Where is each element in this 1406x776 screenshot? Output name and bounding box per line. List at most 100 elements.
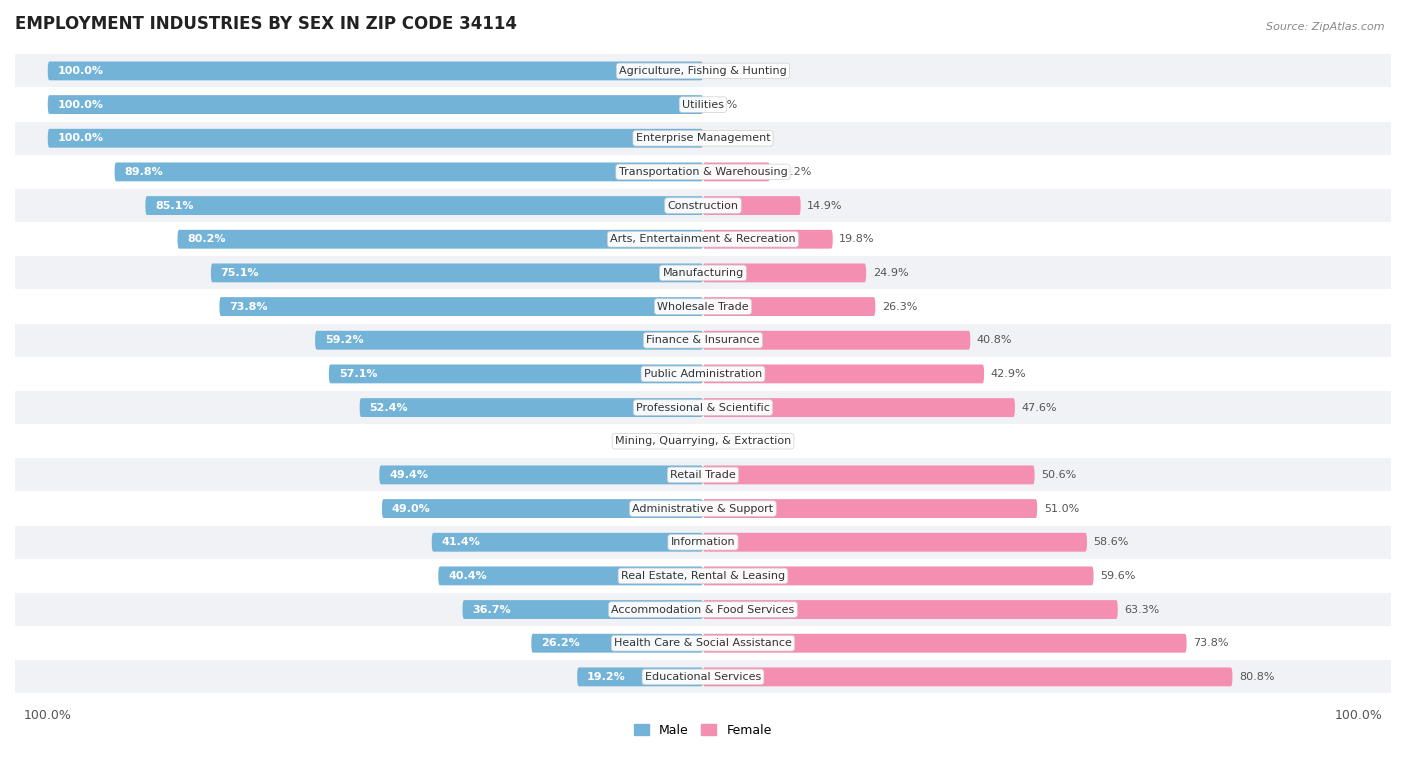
FancyBboxPatch shape [703, 634, 1187, 653]
Bar [15, 324, 1391, 357]
Text: Retail Trade: Retail Trade [671, 470, 735, 480]
Text: 0.0%: 0.0% [710, 133, 738, 144]
Text: Construction: Construction [668, 200, 738, 210]
Text: 89.8%: 89.8% [124, 167, 163, 177]
Text: 85.1%: 85.1% [155, 200, 194, 210]
FancyBboxPatch shape [219, 297, 703, 316]
Bar [15, 358, 1391, 390]
Text: 36.7%: 36.7% [472, 605, 510, 615]
Text: 47.6%: 47.6% [1021, 403, 1057, 413]
Text: 0.0%: 0.0% [710, 99, 738, 109]
Text: 24.9%: 24.9% [873, 268, 908, 278]
FancyBboxPatch shape [48, 129, 703, 147]
Text: 73.8%: 73.8% [1194, 638, 1229, 648]
Text: Health Care & Social Assistance: Health Care & Social Assistance [614, 638, 792, 648]
Bar [15, 290, 1391, 323]
Text: Wholesale Trade: Wholesale Trade [657, 302, 749, 312]
Text: Enterprise Management: Enterprise Management [636, 133, 770, 144]
Text: Mining, Quarrying, & Extraction: Mining, Quarrying, & Extraction [614, 436, 792, 446]
Text: Source: ZipAtlas.com: Source: ZipAtlas.com [1267, 22, 1385, 32]
FancyBboxPatch shape [703, 162, 770, 182]
Bar [15, 660, 1391, 694]
Text: 19.2%: 19.2% [588, 672, 626, 682]
Bar [15, 88, 1391, 121]
Text: 49.4%: 49.4% [389, 470, 429, 480]
FancyBboxPatch shape [703, 600, 1118, 619]
Bar [15, 256, 1391, 289]
FancyBboxPatch shape [329, 365, 703, 383]
Text: 49.0%: 49.0% [392, 504, 430, 514]
FancyBboxPatch shape [703, 331, 970, 350]
Text: 50.6%: 50.6% [1040, 470, 1077, 480]
Text: Administrative & Support: Administrative & Support [633, 504, 773, 514]
FancyBboxPatch shape [531, 634, 703, 653]
Text: 26.2%: 26.2% [541, 638, 579, 648]
Text: 10.2%: 10.2% [776, 167, 811, 177]
Bar [15, 155, 1391, 189]
FancyBboxPatch shape [703, 365, 984, 383]
Text: 59.6%: 59.6% [1099, 571, 1136, 581]
Text: Public Administration: Public Administration [644, 369, 762, 379]
FancyBboxPatch shape [703, 566, 1094, 585]
FancyBboxPatch shape [578, 667, 703, 686]
FancyBboxPatch shape [145, 196, 703, 215]
FancyBboxPatch shape [177, 230, 703, 248]
Bar [15, 424, 1391, 458]
Text: 0.0%: 0.0% [668, 436, 696, 446]
Text: 63.3%: 63.3% [1125, 605, 1160, 615]
Text: Manufacturing: Manufacturing [662, 268, 744, 278]
Text: Agriculture, Fishing & Hunting: Agriculture, Fishing & Hunting [619, 66, 787, 76]
Text: Information: Information [671, 537, 735, 547]
Text: 41.4%: 41.4% [441, 537, 481, 547]
FancyBboxPatch shape [432, 533, 703, 552]
Text: Accommodation & Food Services: Accommodation & Food Services [612, 605, 794, 615]
Text: Transportation & Warehousing: Transportation & Warehousing [619, 167, 787, 177]
Bar [15, 223, 1391, 256]
FancyBboxPatch shape [439, 566, 703, 585]
Bar [15, 122, 1391, 154]
FancyBboxPatch shape [360, 398, 703, 417]
Text: 14.9%: 14.9% [807, 200, 842, 210]
Text: 73.8%: 73.8% [229, 302, 267, 312]
Text: Utilities: Utilities [682, 99, 724, 109]
FancyBboxPatch shape [48, 95, 703, 114]
Text: 58.6%: 58.6% [1094, 537, 1129, 547]
Text: 40.8%: 40.8% [977, 335, 1012, 345]
Text: 75.1%: 75.1% [221, 268, 259, 278]
Text: 100.0%: 100.0% [58, 133, 104, 144]
FancyBboxPatch shape [48, 61, 703, 81]
Text: Arts, Entertainment & Recreation: Arts, Entertainment & Recreation [610, 234, 796, 244]
FancyBboxPatch shape [703, 499, 1038, 518]
FancyBboxPatch shape [703, 398, 1015, 417]
Text: 26.3%: 26.3% [882, 302, 917, 312]
FancyBboxPatch shape [703, 264, 866, 282]
Text: 51.0%: 51.0% [1043, 504, 1078, 514]
FancyBboxPatch shape [380, 466, 703, 484]
Text: 0.0%: 0.0% [710, 66, 738, 76]
Bar [15, 627, 1391, 660]
Text: 42.9%: 42.9% [991, 369, 1026, 379]
Bar [15, 459, 1391, 491]
Text: 0.0%: 0.0% [710, 436, 738, 446]
FancyBboxPatch shape [703, 230, 832, 248]
Bar [15, 189, 1391, 222]
Text: 100.0%: 100.0% [58, 66, 104, 76]
Text: 59.2%: 59.2% [325, 335, 364, 345]
Text: 40.4%: 40.4% [449, 571, 486, 581]
Bar [15, 54, 1391, 88]
FancyBboxPatch shape [703, 533, 1087, 552]
Bar [15, 593, 1391, 626]
Text: Professional & Scientific: Professional & Scientific [636, 403, 770, 413]
FancyBboxPatch shape [703, 667, 1233, 686]
Bar [15, 559, 1391, 592]
Text: 80.8%: 80.8% [1239, 672, 1274, 682]
Text: Educational Services: Educational Services [645, 672, 761, 682]
Legend: Male, Female: Male, Female [630, 719, 776, 742]
Text: EMPLOYMENT INDUSTRIES BY SEX IN ZIP CODE 34114: EMPLOYMENT INDUSTRIES BY SEX IN ZIP CODE… [15, 15, 517, 33]
Text: 57.1%: 57.1% [339, 369, 377, 379]
Text: 52.4%: 52.4% [370, 403, 408, 413]
Bar [15, 391, 1391, 424]
Text: 19.8%: 19.8% [839, 234, 875, 244]
Text: Real Estate, Rental & Leasing: Real Estate, Rental & Leasing [621, 571, 785, 581]
FancyBboxPatch shape [463, 600, 703, 619]
